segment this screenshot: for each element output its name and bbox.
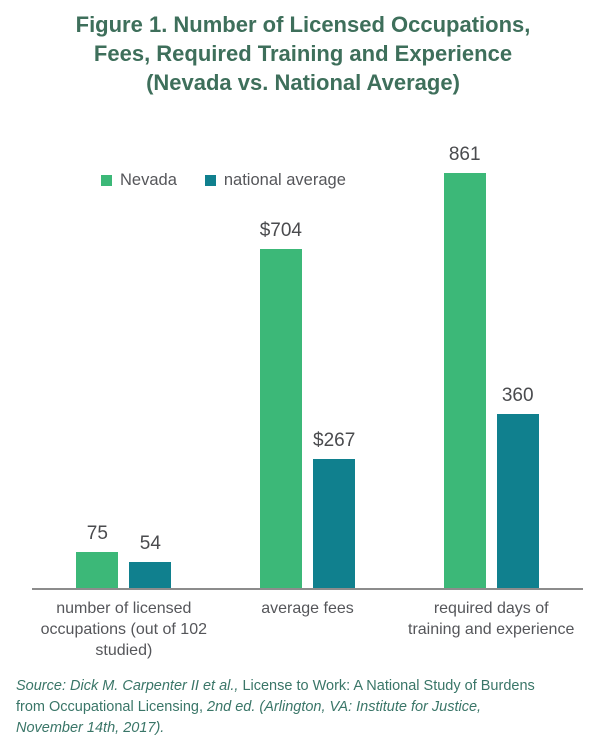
source-segment: License to Work: A National Study of Bur… [242,678,535,694]
bar-national-average [129,562,172,588]
legend-swatch-icon [101,175,112,186]
bar-column: $704 [260,220,302,588]
source-segment: from Occupational Licensing, [16,699,208,715]
bar-column: 360 [496,385,539,588]
legend-label: national average [223,171,346,189]
category-label: number of licensed occupations (out of 1… [40,600,207,659]
bar-pair: 861 360 [443,144,539,588]
bar-pair: 75 54 [76,523,172,588]
bar-Nevada [259,249,302,588]
category-label: required days of training and experience [408,600,575,638]
bar-group: $704 $267 [216,140,400,588]
bar-group: 861 360 [399,140,583,588]
bar-value-label: 861 [448,144,481,165]
figure-title: Figure 1. Number of Licensed Occupations… [75,12,531,95]
legend-item: national average [204,171,346,190]
bar-value-label: $267 [313,430,356,451]
category-axis-labels: number of licensed occupations (out of 1… [32,598,583,661]
bar-Nevada [76,552,119,588]
plot-area: 75 54 $704 $267 861 360 [32,140,583,590]
bar-value-label: $704 [259,220,302,241]
source-segment: 2nd ed. (Arlington, VA: Institute for Ju… [207,699,482,715]
bar-value-label: 360 [501,385,534,406]
bar-group: 75 54 [32,140,216,588]
bar-national-average [313,459,356,588]
bar-column: 54 [129,533,172,588]
bar-national-average [496,414,539,588]
category-label: average fees [261,600,354,617]
source-segment: November 14th, 2017). [16,720,165,736]
source-note: Source: Dick M. Carpenter II et al., Lic… [16,676,604,739]
legend-swatch-icon [204,175,216,186]
bar-column: 861 [443,144,486,588]
bar-column: 75 [76,523,119,588]
bar-value-label: 75 [86,523,108,544]
bar-value-label: 54 [139,533,161,554]
bar-pair: $704 $267 [260,220,355,588]
bar-column: $267 [313,430,355,588]
legend-label: Nevada [120,171,177,189]
legend-item: Nevada [101,171,177,190]
bar-Nevada [443,173,486,588]
chart-legend: Nevada national average [101,171,346,190]
source-segment: Source: Dick M. Carpenter II et al., [16,678,243,694]
